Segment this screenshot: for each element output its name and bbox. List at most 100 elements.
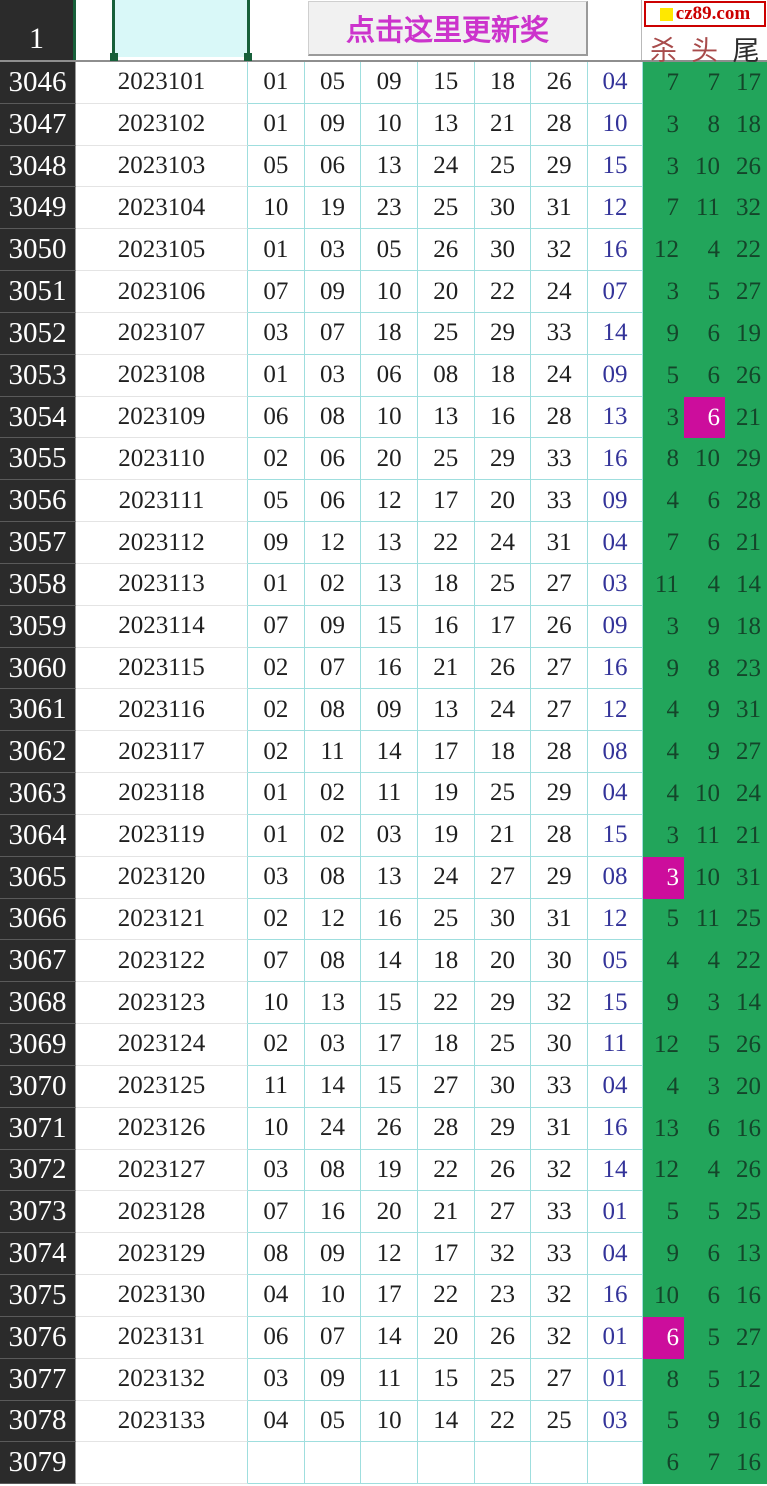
blue-ball-cell: 12 bbox=[587, 898, 643, 941]
red-ball-cell: 15 bbox=[361, 982, 418, 1025]
red-ball-cell: 28 bbox=[531, 731, 588, 774]
row-index: 3058 bbox=[0, 563, 76, 606]
red-ball-cell: 20 bbox=[361, 438, 418, 481]
period-cell: 2023128 bbox=[76, 1191, 248, 1234]
head-stat-cell: 8 bbox=[683, 103, 725, 146]
update-prize-button[interactable]: 点击这里更新奖 bbox=[308, 1, 588, 56]
table-row: 3054 2023109 06 08 10 13 16 28 13 3 6 21 bbox=[0, 396, 767, 439]
corner-row-header: 1 bbox=[0, 0, 76, 60]
table-row: 3052 2023107 03 07 18 25 29 33 14 9 6 19 bbox=[0, 312, 767, 355]
blue-ball-cell: 01 bbox=[587, 1191, 643, 1234]
table-row: 3067 2023122 07 08 14 18 20 30 05 4 4 22 bbox=[0, 940, 767, 983]
red-ball-cell: 27 bbox=[474, 1191, 532, 1234]
tail-stat-cell: 22 bbox=[724, 229, 767, 272]
red-ball-cell: 27 bbox=[531, 647, 588, 690]
red-ball-cell: 23 bbox=[361, 187, 418, 230]
kill-stat-cell: 9 bbox=[642, 312, 684, 355]
kill-stat-cell: 4 bbox=[642, 689, 684, 732]
red-ball-cell: 29 bbox=[531, 773, 588, 815]
red-ball-cell: 29 bbox=[531, 856, 588, 899]
period-cell: 2023104 bbox=[76, 187, 248, 230]
red-ball-cell: 20 bbox=[474, 480, 532, 523]
red-ball-cell: 26 bbox=[474, 1316, 532, 1359]
red-ball-cell: 22 bbox=[417, 522, 475, 564]
kill-stat-cell: 3 bbox=[642, 145, 684, 188]
red-ball-cell: 11 bbox=[361, 773, 418, 815]
kill-stat-cell: 9 bbox=[642, 982, 684, 1025]
red-ball-cell: 03 bbox=[304, 229, 362, 272]
head-stat-cell: 5 bbox=[683, 1191, 725, 1234]
red-ball-cell: 24 bbox=[531, 354, 588, 397]
red-ball-cell: 01 bbox=[248, 773, 305, 815]
table-row: 3060 2023115 02 07 16 21 26 27 16 9 8 23 bbox=[0, 647, 767, 690]
red-ball-cell: 17 bbox=[417, 731, 475, 774]
selection-handle-right[interactable] bbox=[244, 53, 252, 61]
period-cell: 2023133 bbox=[76, 1400, 248, 1443]
table-row: 3073 2023128 07 16 20 21 27 33 01 5 5 25 bbox=[0, 1191, 767, 1234]
red-ball-cell: 28 bbox=[531, 103, 588, 146]
row-index: 3062 bbox=[0, 731, 76, 774]
head-stat-cell: 6 bbox=[683, 522, 725, 564]
table-row: 3065 2023120 03 08 13 24 27 29 08 3 10 3… bbox=[0, 856, 767, 899]
site-logo[interactable]: cz89.com bbox=[644, 1, 766, 27]
head-stat-cell: 6 bbox=[683, 1233, 725, 1276]
period-cell: 2023118 bbox=[76, 773, 248, 815]
red-ball-cell: 32 bbox=[531, 1316, 588, 1359]
row-index: 3050 bbox=[0, 229, 76, 272]
blue-ball-cell: 16 bbox=[587, 1275, 643, 1317]
red-ball-cell: 27 bbox=[417, 1065, 475, 1108]
tail-stat-cell: 29 bbox=[724, 438, 767, 481]
blue-ball-cell: 16 bbox=[587, 1107, 643, 1150]
blue-ball-cell: 11 bbox=[587, 1024, 643, 1066]
table-row: 3063 2023118 01 02 11 19 25 29 04 4 10 2… bbox=[0, 773, 767, 815]
tail-stat-cell: 21 bbox=[724, 814, 767, 857]
red-ball-cell: 26 bbox=[474, 1149, 532, 1192]
kill-stat-cell: 12 bbox=[642, 1024, 684, 1066]
red-ball-cell: 08 bbox=[304, 689, 362, 732]
red-ball-cell: 06 bbox=[248, 396, 305, 439]
red-ball-cell: 06 bbox=[248, 1316, 305, 1359]
tail-stat-cell: 31 bbox=[724, 689, 767, 732]
red-ball-cell: 09 bbox=[304, 271, 362, 313]
period-cell: 2023113 bbox=[76, 563, 248, 606]
head-stat-cell: 8 bbox=[683, 647, 725, 690]
head-stat-cell: 6 bbox=[683, 396, 725, 439]
head-stat-cell: 11 bbox=[683, 187, 725, 230]
row-index: 3072 bbox=[0, 1149, 76, 1192]
head-stat-cell: 4 bbox=[683, 940, 725, 983]
red-ball-cell: 25 bbox=[417, 312, 475, 355]
column-header-head: 头 bbox=[691, 36, 718, 66]
red-ball-cell: 16 bbox=[304, 1191, 362, 1234]
blue-ball-cell bbox=[587, 1442, 643, 1485]
red-ball-cell: 14 bbox=[304, 1065, 362, 1108]
kill-stat-cell: 4 bbox=[642, 731, 684, 774]
table-row: 3055 2023110 02 06 20 25 29 33 16 8 10 2… bbox=[0, 438, 767, 481]
red-ball-cell: 09 bbox=[361, 62, 418, 104]
red-ball-cell: 31 bbox=[531, 522, 588, 564]
tail-stat-cell: 27 bbox=[724, 1316, 767, 1359]
red-ball-cell: 05 bbox=[248, 145, 305, 188]
table-row: 3076 2023131 06 07 14 20 26 32 01 6 5 27 bbox=[0, 1316, 767, 1359]
head-stat-cell: 7 bbox=[683, 1442, 725, 1485]
blue-ball-cell: 16 bbox=[587, 647, 643, 690]
red-ball-cell: 30 bbox=[531, 1024, 588, 1066]
red-ball-cell: 02 bbox=[304, 563, 362, 606]
selected-cell[interactable] bbox=[110, 0, 252, 61]
row-index: 3066 bbox=[0, 898, 76, 941]
red-ball-cell: 21 bbox=[417, 647, 475, 690]
blue-ball-cell: 04 bbox=[587, 773, 643, 815]
red-ball-cell: 11 bbox=[304, 731, 362, 774]
blue-ball-cell: 03 bbox=[587, 563, 643, 606]
period-cell: 2023132 bbox=[76, 1358, 248, 1401]
column-header-kill: 杀 bbox=[650, 36, 677, 66]
red-ball-cell: 33 bbox=[531, 312, 588, 355]
red-ball-cell: 33 bbox=[531, 1191, 588, 1234]
head-stat-cell: 5 bbox=[683, 271, 725, 313]
red-ball-cell: 09 bbox=[304, 103, 362, 146]
kill-stat-cell: 11 bbox=[642, 563, 684, 606]
kill-stat-cell: 3 bbox=[642, 856, 684, 899]
kill-stat-cell: 5 bbox=[642, 1400, 684, 1443]
selection-handle-left[interactable] bbox=[110, 53, 118, 61]
red-ball-cell: 07 bbox=[304, 647, 362, 690]
row-index: 3052 bbox=[0, 312, 76, 355]
